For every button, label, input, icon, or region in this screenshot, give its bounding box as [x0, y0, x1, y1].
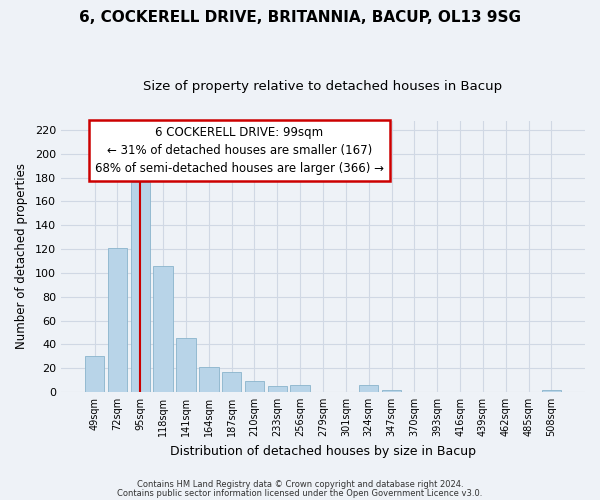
Text: Contains HM Land Registry data © Crown copyright and database right 2024.: Contains HM Land Registry data © Crown c…	[137, 480, 463, 489]
Bar	[268, 386, 287, 392]
Bar	[85, 356, 104, 392]
Bar	[154, 266, 173, 392]
Bar	[108, 248, 127, 392]
Bar	[290, 385, 310, 392]
Title: Size of property relative to detached houses in Bacup: Size of property relative to detached ho…	[143, 80, 503, 93]
Text: Contains public sector information licensed under the Open Government Licence v3: Contains public sector information licen…	[118, 489, 482, 498]
Text: 6 COCKERELL DRIVE: 99sqm
← 31% of detached houses are smaller (167)
68% of semi-: 6 COCKERELL DRIVE: 99sqm ← 31% of detach…	[95, 126, 383, 175]
Y-axis label: Number of detached properties: Number of detached properties	[15, 163, 28, 349]
Bar	[176, 338, 196, 392]
Bar	[199, 367, 218, 392]
Bar	[222, 372, 241, 392]
Bar	[131, 182, 150, 392]
Bar	[359, 385, 379, 392]
Bar	[542, 390, 561, 392]
Text: 6, COCKERELL DRIVE, BRITANNIA, BACUP, OL13 9SG: 6, COCKERELL DRIVE, BRITANNIA, BACUP, OL…	[79, 10, 521, 25]
Bar	[382, 390, 401, 392]
X-axis label: Distribution of detached houses by size in Bacup: Distribution of detached houses by size …	[170, 444, 476, 458]
Bar	[245, 381, 264, 392]
